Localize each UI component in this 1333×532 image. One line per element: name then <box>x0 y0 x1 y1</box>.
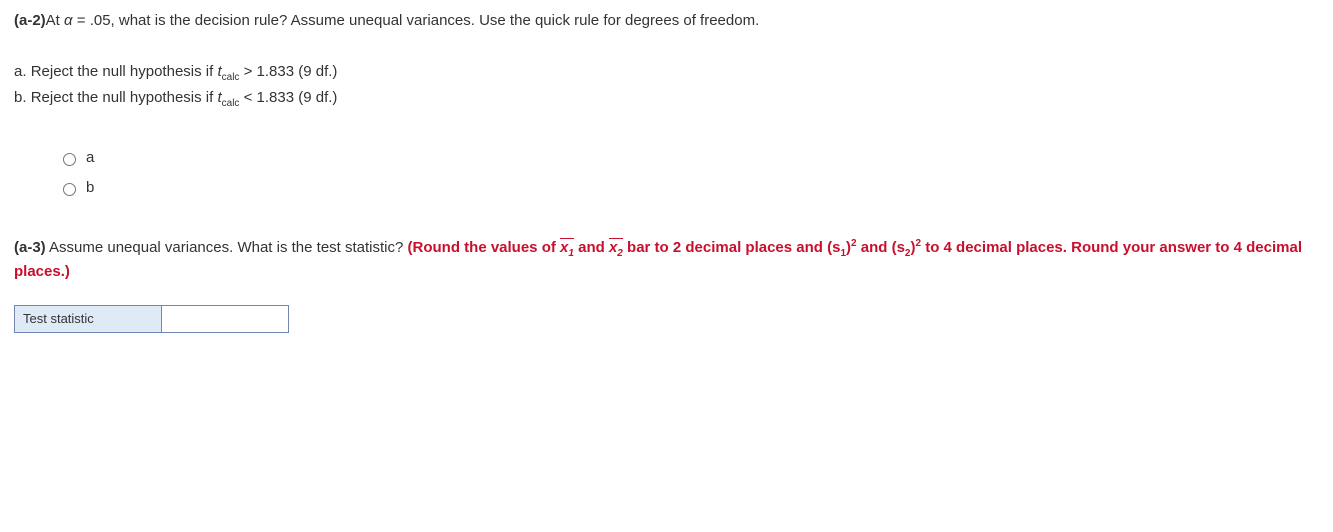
radio-a-label: a <box>86 147 94 170</box>
q-a3-prompt: Assume unequal variances. What is the te… <box>46 239 408 256</box>
table-row: Test statistic <box>15 306 289 333</box>
test-stat-input[interactable] <box>170 309 280 329</box>
alpha-value: .05 <box>90 12 111 29</box>
option-b-cmp: < <box>239 89 256 106</box>
x2-sub: 2 <box>617 248 623 259</box>
radio-b-label: b <box>86 177 94 200</box>
round-instr-1: (Round the values of <box>408 239 561 256</box>
option-b-letter: b. <box>14 89 31 106</box>
option-a-cmp: > <box>239 63 256 80</box>
radio-b-input[interactable] <box>63 183 76 196</box>
radio-a-input[interactable] <box>63 153 76 166</box>
option-a-val: 1.833 (9 df.) <box>257 63 338 80</box>
q-a2-label: (a-2) <box>14 12 46 29</box>
alpha-symbol: α <box>64 12 73 29</box>
decision-options: a. Reject the null hypothesis if tcalc >… <box>14 61 1319 111</box>
radio-a[interactable]: a <box>58 147 1319 170</box>
option-b-line: b. Reject the null hypothesis if tcalc <… <box>14 87 1319 111</box>
radio-group: a b <box>58 147 1319 200</box>
x1-bar: x1 <box>560 237 574 261</box>
eq-sign: = <box>73 12 90 29</box>
q-a3-label: (a-3) <box>14 239 46 256</box>
option-a-letter: a. <box>14 63 31 80</box>
question-a2: (a-2)At α = .05, what is the decision ru… <box>14 10 1319 200</box>
q-a2-text-1: At <box>46 12 64 29</box>
question-a3: (a-3) Assume unequal variances. What is … <box>14 236 1319 333</box>
answer-table: Test statistic <box>14 305 289 333</box>
x1-sub: 1 <box>568 248 574 259</box>
and-text: and <box>574 239 609 256</box>
x2-bar: x2 <box>609 237 623 261</box>
t-sub: calc <box>222 98 240 109</box>
round-instr-2: bar to 2 decimal places and (s <box>623 239 841 256</box>
option-a-before: Reject the null hypothesis if <box>31 63 218 80</box>
q-a2-text-2: , what is the decision rule? Assume uneq… <box>111 12 760 29</box>
radio-b[interactable]: b <box>58 177 1319 200</box>
round-instr-3: and (s <box>857 239 905 256</box>
test-stat-cell <box>162 306 289 333</box>
t-sub: calc <box>222 72 240 83</box>
test-stat-label: Test statistic <box>15 306 162 333</box>
option-b-val: 1.833 (9 df.) <box>257 89 338 106</box>
option-a-line: a. Reject the null hypothesis if tcalc >… <box>14 61 1319 85</box>
option-b-before: Reject the null hypothesis if <box>31 89 218 106</box>
